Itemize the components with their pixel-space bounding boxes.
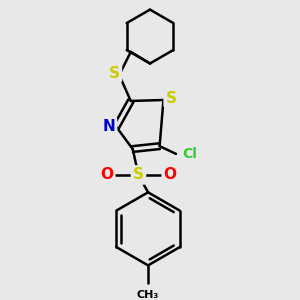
Text: O: O: [100, 167, 113, 182]
Text: S: S: [109, 66, 120, 81]
Text: O: O: [164, 167, 177, 182]
Text: S: S: [166, 91, 177, 106]
Text: CH₃: CH₃: [137, 290, 159, 300]
Text: N: N: [102, 119, 115, 134]
Text: Cl: Cl: [182, 147, 197, 161]
Text: S: S: [133, 167, 144, 182]
